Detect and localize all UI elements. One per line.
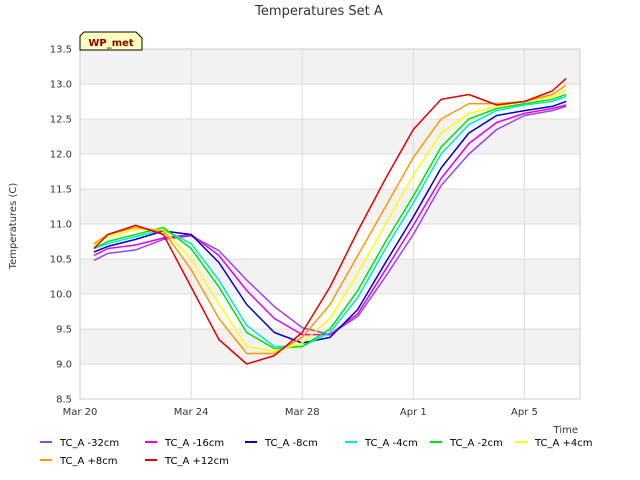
background-band bbox=[80, 364, 580, 399]
background-band bbox=[80, 84, 580, 119]
y-tick-label: 13.5 bbox=[50, 45, 72, 56]
chart-title: Temperatures Set A bbox=[254, 4, 383, 19]
legend-label: TC_A -16cm bbox=[164, 438, 224, 449]
legend-item: TC_A -4cm bbox=[345, 438, 418, 449]
legend-item: TC_A -32cm bbox=[40, 438, 119, 449]
y-tick-label: 11.5 bbox=[50, 185, 72, 196]
legend-item: TC_A +4cm bbox=[515, 438, 593, 449]
y-tick-label: 11.0 bbox=[50, 220, 72, 231]
x-tick-labels: Mar 20 Mar 24 Mar 28 Apr 1 Apr 5 bbox=[63, 407, 538, 418]
legend-item: TC_A +12cm bbox=[145, 456, 229, 467]
legend-item: TC_A -8cm bbox=[245, 438, 318, 449]
legend-item: TC_A -16cm bbox=[145, 438, 224, 449]
series-line bbox=[93, 84, 567, 355]
background-band bbox=[80, 119, 580, 154]
x-tick-label: Apr 5 bbox=[511, 407, 538, 418]
wp-met-badge: WP_met bbox=[79, 31, 143, 51]
plot-background-bands bbox=[80, 49, 580, 399]
series-lines bbox=[93, 77, 567, 365]
legend-label: TC_A +4cm bbox=[534, 438, 593, 449]
y-tick-label: 12.5 bbox=[50, 115, 72, 126]
y-axis-label: Temperatures (C) bbox=[8, 183, 19, 271]
x-tick-label: Mar 24 bbox=[174, 407, 209, 418]
legend-item: TC_A -2cm bbox=[430, 438, 503, 449]
legend-label: TC_A -32cm bbox=[59, 438, 119, 449]
series-line bbox=[93, 88, 567, 353]
background-band bbox=[80, 49, 580, 84]
y-tick-label: 12.0 bbox=[50, 150, 72, 161]
legend-label: TC_A -8cm bbox=[264, 438, 318, 449]
x-tick-label: Apr 1 bbox=[400, 407, 427, 418]
series-line bbox=[93, 104, 567, 336]
legend-label: TC_A -4cm bbox=[364, 438, 418, 449]
x-axis-label: Time bbox=[553, 425, 578, 436]
background-band bbox=[80, 154, 580, 189]
legend-label: TC_A -2cm bbox=[449, 438, 503, 449]
legend-item: TC_A +8cm bbox=[40, 456, 118, 467]
y-tick-labels: 8.5 9.0 9.5 10.0 10.5 11.0 11.5 12.0 12.5 13.0 13.… bbox=[50, 45, 72, 406]
legend: TC_A -32cm TC_A -16cm TC_A -8cm TC_A -4cm TC… bbox=[40, 438, 593, 467]
y-tick-label: 9.0 bbox=[56, 360, 72, 371]
y-tick-label: 13.0 bbox=[50, 80, 72, 91]
y-tick-label: 9.5 bbox=[56, 325, 72, 336]
background-band bbox=[80, 294, 580, 329]
plot-frame bbox=[79, 48, 581, 400]
y-tick-label: 10.0 bbox=[50, 290, 72, 301]
x-tick-label: Mar 28 bbox=[285, 407, 320, 418]
background-band bbox=[80, 189, 580, 224]
badge-label: WP_met bbox=[88, 38, 134, 49]
badge-shape bbox=[79, 31, 143, 51]
legend-label: TC_A +12cm bbox=[164, 456, 229, 467]
background-band bbox=[80, 259, 580, 294]
series-line bbox=[93, 93, 567, 350]
legend-label: TC_A +8cm bbox=[59, 456, 118, 467]
x-tick-label: Mar 20 bbox=[63, 407, 98, 418]
series-line bbox=[93, 77, 567, 365]
y-tick-label: 10.5 bbox=[50, 255, 72, 266]
y-tick-label: 8.5 bbox=[56, 395, 72, 406]
